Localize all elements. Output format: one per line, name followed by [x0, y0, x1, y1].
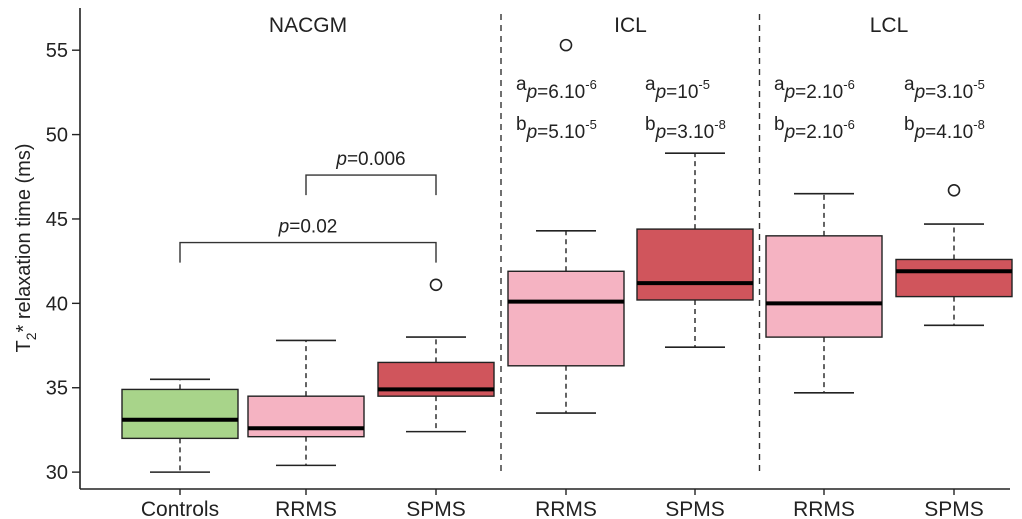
p-value: =0.006 [347, 149, 406, 170]
y-tick-label: 40 [46, 293, 68, 315]
y-axis-title-main: T [13, 340, 35, 352]
p-value-exponent: -6 [585, 77, 597, 92]
y-tick-label: 35 [46, 378, 68, 400]
p-value-annotation: ap=2.10-6 [774, 74, 855, 103]
p-value-mantissa: =2.10 [795, 122, 843, 143]
box-nacgm-rrms [247, 339, 365, 467]
p-symbol: p [335, 149, 347, 170]
group-label: ICL [614, 14, 647, 37]
p-value-exponent: -5 [973, 77, 985, 92]
comparison-letter: a [904, 74, 915, 95]
p-value-mantissa: =6.10 [537, 82, 585, 103]
y-tick-label: 50 [46, 125, 68, 147]
p-value-exponent: -6 [843, 77, 855, 92]
x-tick-label: RRMS [275, 498, 337, 519]
p-value-mantissa: =2.10 [795, 82, 843, 103]
y-axis-title: T2* relaxation time (ms) [13, 144, 39, 353]
comparison-letter: b [645, 114, 656, 135]
p-symbol: p [784, 122, 796, 143]
x-tick-label: RRMS [535, 498, 597, 519]
p-symbol: p [655, 82, 667, 103]
p-symbol: p [914, 122, 926, 143]
p-value-annotation: bp=2.10-6 [774, 114, 855, 143]
p-value-mantissa: =3.10 [925, 82, 973, 103]
iqr-box [765, 235, 883, 338]
p-value-annotation: ap=3.10-5 [904, 74, 985, 103]
annotations: p=0.006p=0.02ap=6.10-6bp=5.10-5ap=10-5bp… [179, 74, 985, 263]
p-value-exponent: -8 [714, 117, 726, 132]
boxes [121, 38, 1013, 473]
p-value-annotation: bp=4.10-8 [904, 114, 985, 143]
p-value-annotation: bp=3.10-8 [645, 114, 726, 143]
box-icl-spms [636, 152, 754, 349]
bracket-p-label: p=0.006 [335, 149, 405, 170]
comparison-letter: b [774, 114, 785, 135]
y-axis-title-sub: 2 [23, 332, 39, 340]
significance-bracket [305, 174, 437, 196]
p-value-mantissa: =3.10 [666, 122, 714, 143]
group-separators: NACGM ICL LCL [269, 14, 909, 475]
significance-bracket [179, 241, 437, 263]
p-value-mantissa: =4.10 [925, 122, 973, 143]
outlier-point [947, 183, 961, 197]
p-symbol: p [526, 82, 538, 103]
iqr-box [247, 395, 365, 438]
p-value-exponent: -5 [585, 117, 597, 132]
p-value: =0.02 [289, 217, 337, 238]
y-tick-label: 55 [46, 40, 68, 62]
comparison-letter: b [516, 114, 527, 135]
comparison-letter: b [904, 114, 915, 135]
p-value-exponent: -8 [973, 117, 985, 132]
iqr-box [121, 388, 239, 440]
y-axis-title-rest: * relaxation time (ms) [13, 144, 35, 333]
group-label: NACGM [269, 14, 347, 37]
iqr-box [895, 258, 1013, 298]
outlier-point [559, 38, 573, 52]
comparison-letter: a [645, 74, 656, 95]
p-value-annotation: ap=10-5 [645, 74, 710, 103]
p-value-exponent: -6 [843, 117, 855, 132]
group-label: LCL [870, 14, 909, 37]
x-tick-label: SPMS [924, 498, 984, 519]
p-value-mantissa: =10 [666, 82, 698, 103]
p-value-exponent: -5 [698, 77, 710, 92]
p-symbol: p [784, 82, 796, 103]
x-tick-label: SPMS [665, 498, 725, 519]
comparison-letter: a [774, 74, 785, 95]
p-symbol: p [914, 82, 926, 103]
comparison-letter: a [516, 74, 527, 95]
box-lcl-spms [895, 183, 1013, 327]
iqr-box [636, 228, 754, 301]
bracket-p-label: p=0.02 [278, 217, 338, 238]
y-tick-label: 45 [46, 209, 68, 231]
box-nacgm-controls [121, 378, 239, 473]
p-value-mantissa: =5.10 [537, 122, 585, 143]
p-value-annotation: bp=5.10-5 [516, 114, 597, 143]
p-symbol: p [655, 122, 667, 143]
x-tick-label: RRMS [793, 498, 855, 519]
x-tick-label: SPMS [406, 498, 466, 519]
axes: 30 35 40 45 50 55 Controls RRMS SPMS RRMS SPMS RRMS… [46, 8, 1010, 519]
iqr-box [507, 270, 625, 367]
x-tick-label: Controls [141, 498, 219, 519]
p-value-annotation: ap=6.10-6 [516, 74, 597, 103]
box-nacgm-spms [377, 278, 495, 433]
outlier-point [429, 278, 443, 292]
y-tick-label: 30 [46, 462, 68, 484]
box-lcl-rrms [765, 192, 883, 394]
p-symbol: p [278, 217, 290, 238]
box-icl-rrms [507, 38, 625, 414]
p-symbol: p [526, 122, 538, 143]
